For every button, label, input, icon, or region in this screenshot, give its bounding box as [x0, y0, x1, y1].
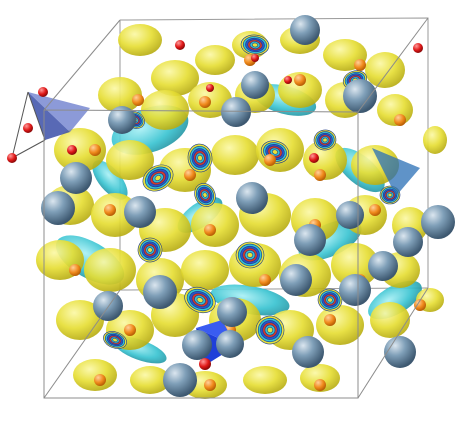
- slice-contour-ring: [103, 331, 127, 349]
- steel-blue-atom: [290, 15, 320, 45]
- steel-blue-atom: [336, 201, 364, 229]
- steel-blue-atom: [217, 297, 247, 327]
- steel-blue-atom: [343, 79, 377, 113]
- steel-blue-atom: [292, 336, 324, 368]
- yellow-isosurface-blob: [106, 140, 154, 180]
- orange-atom: [89, 144, 101, 156]
- steel-blue-atom: [93, 291, 123, 321]
- yellow-isosurface-blob: [181, 250, 229, 290]
- slice-contour-ring: [142, 164, 174, 192]
- yellow-isosurface-blob: [73, 359, 117, 391]
- yellow-isosurface-blob: [151, 60, 199, 96]
- slice-contour-ring: [313, 129, 337, 151]
- steel-blue-atom: [393, 227, 423, 257]
- orange-atom: [259, 274, 271, 286]
- red-atom: [7, 153, 17, 163]
- yellow-isosurface-blob: [331, 243, 379, 287]
- yellow-isosurface-blob: [195, 45, 235, 75]
- slice-contour-layer: [103, 34, 401, 349]
- yellow-isosurface-blob: [211, 135, 259, 175]
- slice-contour-ring: [184, 286, 216, 314]
- steel-blue-atom: [241, 71, 269, 99]
- red-atom: [309, 153, 319, 163]
- steel-blue-atom: [182, 330, 212, 360]
- yellow-isosurface-blob: [300, 364, 340, 392]
- red-atom: [251, 54, 259, 62]
- red-atom: [23, 123, 33, 133]
- orange-atom: [324, 314, 336, 326]
- orange-atom: [184, 169, 196, 181]
- steel-blue-atom: [41, 191, 75, 225]
- yellow-isosurface-blob: [370, 302, 410, 338]
- yellow-isosurface-blob: [98, 77, 142, 113]
- steel-blue-atom: [143, 275, 177, 309]
- steel-blue-atom: [60, 162, 92, 194]
- slice-contour-ring: [235, 241, 265, 269]
- steel-blue-atom: [163, 363, 197, 397]
- orange-atom: [264, 154, 276, 166]
- slice-contour-ring: [194, 183, 216, 207]
- red-atom: [206, 84, 214, 92]
- yellow-isosurface-blob: [423, 126, 447, 154]
- steel-blue-atom: [368, 251, 398, 281]
- orange-atom: [124, 324, 136, 336]
- red-atom: [284, 76, 292, 84]
- steel-blue-atom: [280, 264, 312, 296]
- steel-blue-atom: [384, 336, 416, 368]
- steel-blue-atom: [421, 205, 455, 239]
- orange-atom: [369, 204, 381, 216]
- slice-contour-ring: [137, 237, 163, 263]
- orange-atom: [354, 59, 366, 71]
- slice-contour-ring: [260, 140, 290, 164]
- steel-atom-layer: [41, 15, 455, 397]
- orange-atom: [394, 114, 406, 126]
- steel-blue-atom: [216, 330, 244, 358]
- yellow-isosurface-blob: [316, 305, 364, 345]
- steel-blue-atom: [236, 182, 268, 214]
- yellow-isosurface-blob: [118, 24, 162, 56]
- slice-contour-ring: [255, 315, 285, 345]
- yellow-isosurface-blob: [191, 203, 239, 247]
- orange-atom: [69, 264, 81, 276]
- slice-contour-ring: [240, 34, 270, 56]
- orange-atom: [94, 374, 106, 386]
- red-atom: [413, 43, 423, 53]
- yellow-isosurface-blob: [84, 248, 136, 292]
- red-atom: [175, 40, 185, 50]
- red-atom: [199, 358, 211, 370]
- unit-cell-front-edges: [43, 17, 429, 399]
- red-atom-layer: [7, 40, 423, 370]
- steel-blue-atom: [294, 224, 326, 256]
- orange-atom: [314, 379, 326, 391]
- orange-atom: [294, 74, 306, 86]
- steel-blue-atom: [108, 106, 136, 134]
- steel-blue-atom: [221, 97, 251, 127]
- yellow-isosurface-blob: [141, 90, 189, 130]
- red-atom: [38, 87, 48, 97]
- yellow-isosurface-blob: [130, 366, 170, 394]
- yellow-isosurface-blob: [54, 128, 106, 172]
- slice-contour-ring: [317, 288, 343, 312]
- yellow-isosurface-blob: [303, 140, 347, 180]
- cyan-isosurface-lobe: [92, 160, 128, 200]
- orange-atom: [104, 204, 116, 216]
- steel-blue-atom: [339, 274, 371, 306]
- orange-atom: [204, 379, 216, 391]
- slice-contour-ring: [187, 143, 213, 173]
- orange-atom: [414, 299, 426, 311]
- polyhedron-left: [11, 91, 90, 159]
- yellow-isosurface-blob: [365, 52, 405, 88]
- yellow-isosurface-blob: [243, 366, 287, 394]
- red-atom: [67, 145, 77, 155]
- orange-atom: [204, 224, 216, 236]
- polyhedron-right: [372, 148, 420, 196]
- orange-atom: [132, 94, 144, 106]
- orange-atom: [314, 169, 326, 181]
- orange-atom: [199, 96, 211, 108]
- steel-blue-atom: [124, 196, 156, 228]
